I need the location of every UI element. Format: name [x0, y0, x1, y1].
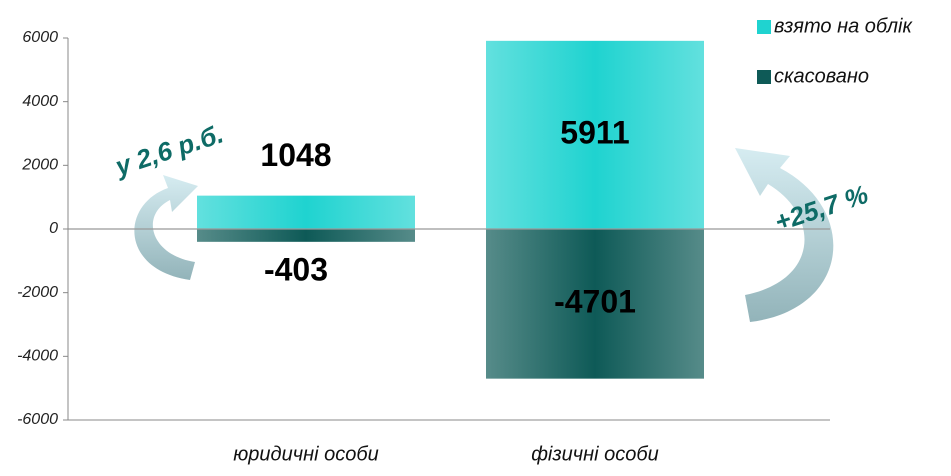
bar [197, 229, 415, 242]
legend-swatch [757, 20, 771, 34]
legend-swatch [757, 70, 771, 84]
legend-label: взято на облік [774, 15, 913, 37]
y-tick-label: 2000 [21, 157, 58, 174]
y-tick-label: 6000 [22, 29, 58, 46]
x-tick-label: фізичні особи [531, 443, 659, 465]
y-tick-label: -2000 [17, 284, 58, 301]
data-label: 5911 [560, 114, 629, 150]
y-tick-label: 0 [49, 220, 58, 237]
data-label: 1048 [260, 137, 331, 173]
data-label: -4701 [554, 283, 636, 319]
y-tick-label: 4000 [22, 93, 58, 110]
bar [486, 40, 704, 230]
y-tick-label: -6000 [17, 411, 58, 428]
arrow-right [735, 148, 834, 322]
bar [197, 195, 415, 229]
x-tick-label: юридичні особи [233, 443, 378, 465]
y-tick-label: -4000 [17, 348, 58, 365]
arrow-left [134, 175, 198, 280]
data-label: -403 [264, 251, 328, 287]
legend-label: скасовано [774, 65, 869, 87]
bar [486, 229, 704, 379]
annotation: у 2,6 р.б. [110, 118, 227, 182]
